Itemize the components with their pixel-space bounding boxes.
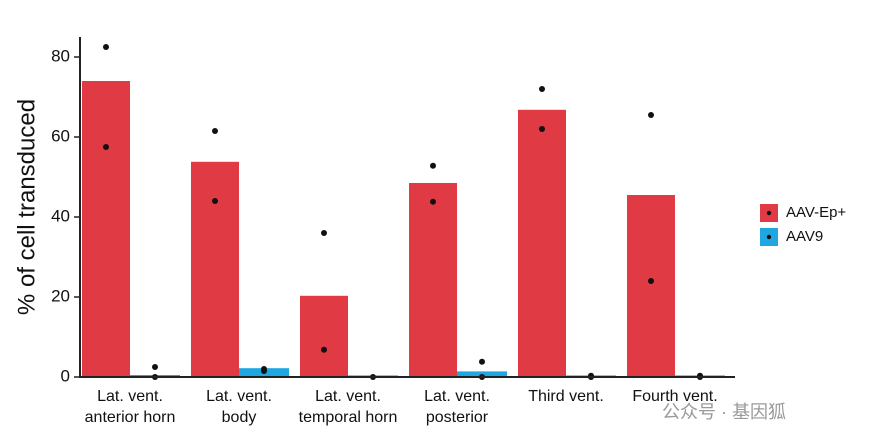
data-point xyxy=(648,112,654,118)
y-tick-label: 80 xyxy=(51,46,70,65)
x-tick-label: Third vent. xyxy=(528,388,604,405)
bar xyxy=(82,81,130,377)
data-point xyxy=(321,346,327,353)
legend-dot xyxy=(766,210,772,216)
data-point xyxy=(539,86,545,92)
data-point xyxy=(103,144,109,150)
data-point xyxy=(212,128,218,134)
y-tick-label: 0 xyxy=(61,366,70,385)
bar xyxy=(627,195,675,377)
y-axis-label: % of cell transduced xyxy=(13,99,40,315)
data-point xyxy=(321,230,327,236)
y-tick-label: 20 xyxy=(51,286,70,305)
x-tick-label: Lat. vent. body xyxy=(206,388,272,426)
bar xyxy=(191,161,239,377)
data-point xyxy=(539,126,545,132)
x-tick-label: Fourth vent. xyxy=(632,388,718,405)
data-point xyxy=(103,44,109,50)
x-tick-label: Lat. vent. anterior horn xyxy=(84,388,176,426)
bar xyxy=(300,295,348,377)
watermark: 公众号 · 基因狐 xyxy=(662,402,786,422)
legend-dot xyxy=(766,234,772,240)
x-tick-label: Lat. vent. temporal horn xyxy=(298,388,398,426)
legend-label: AAV9 xyxy=(786,228,823,245)
data-point xyxy=(152,364,158,370)
y-tick-label: 60 xyxy=(51,126,70,145)
data-point xyxy=(479,358,485,365)
data-point xyxy=(430,198,436,205)
data-point xyxy=(648,278,654,284)
bar xyxy=(409,183,457,377)
legend-label: AAV-Ep+ xyxy=(786,204,846,221)
x-tick-label: Lat. vent. posterior xyxy=(424,388,490,426)
data-point xyxy=(430,162,436,169)
data-point xyxy=(261,368,267,374)
bar xyxy=(518,109,566,378)
data-point xyxy=(212,198,218,204)
y-tick-label: 40 xyxy=(51,206,70,225)
